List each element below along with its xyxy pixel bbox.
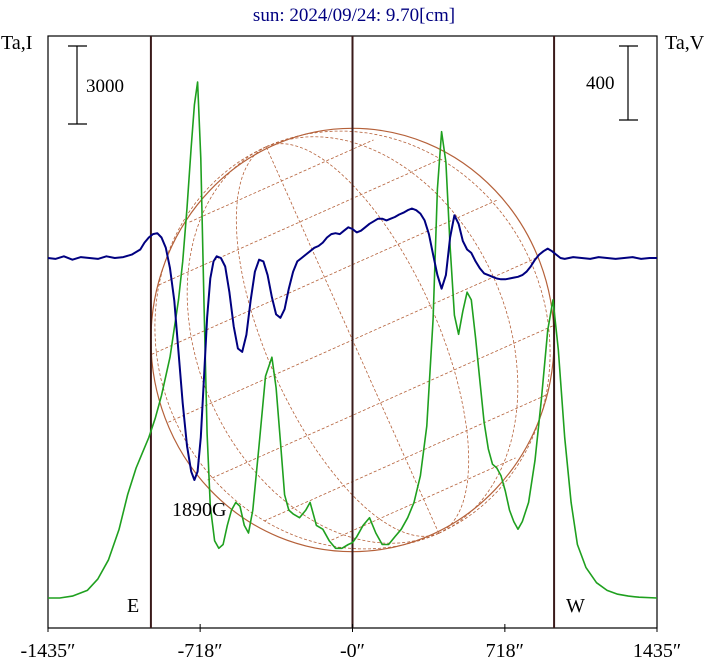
right-axis-label: Ta,V xyxy=(665,32,705,54)
latitude-grid-line xyxy=(151,199,498,355)
x-tick-label: 718″ xyxy=(486,640,524,662)
west-limb-label: W xyxy=(566,595,585,617)
chart-title: sun: 2024/09/24: 9.70[cm] xyxy=(253,5,455,26)
x-tick-label: -718″ xyxy=(178,640,223,662)
annotation-1890g: 1890G xyxy=(172,499,226,521)
left-axis-label: Ta,I xyxy=(1,32,32,54)
longitude-grid-line xyxy=(186,146,439,544)
x-axis-ticks: -1435″ -718″ -0″ 718″ 1435″ xyxy=(21,624,681,662)
longitude-grid-line xyxy=(266,130,551,534)
x-tick-label: -1435″ xyxy=(21,640,76,662)
longitude-grid-line xyxy=(154,146,439,550)
right-scale-label: 400 xyxy=(586,73,615,94)
longitude-grid-line xyxy=(266,143,470,534)
latitude-grid-line xyxy=(207,325,554,481)
limb-and-center-lines xyxy=(149,36,556,628)
left-scale-label: 3000 xyxy=(86,76,124,97)
x-tick-label: -0″ xyxy=(340,640,365,662)
latitude-grid-line xyxy=(264,394,547,522)
latitude-grid-line xyxy=(158,158,441,286)
series-polarization-line xyxy=(47,207,657,481)
left-scale-bar xyxy=(68,45,87,125)
x-tick-label: 1435″ xyxy=(633,640,681,662)
east-limb-label: E xyxy=(127,595,139,617)
series-intensity-line xyxy=(48,81,658,599)
right-scale-bar xyxy=(619,45,638,121)
